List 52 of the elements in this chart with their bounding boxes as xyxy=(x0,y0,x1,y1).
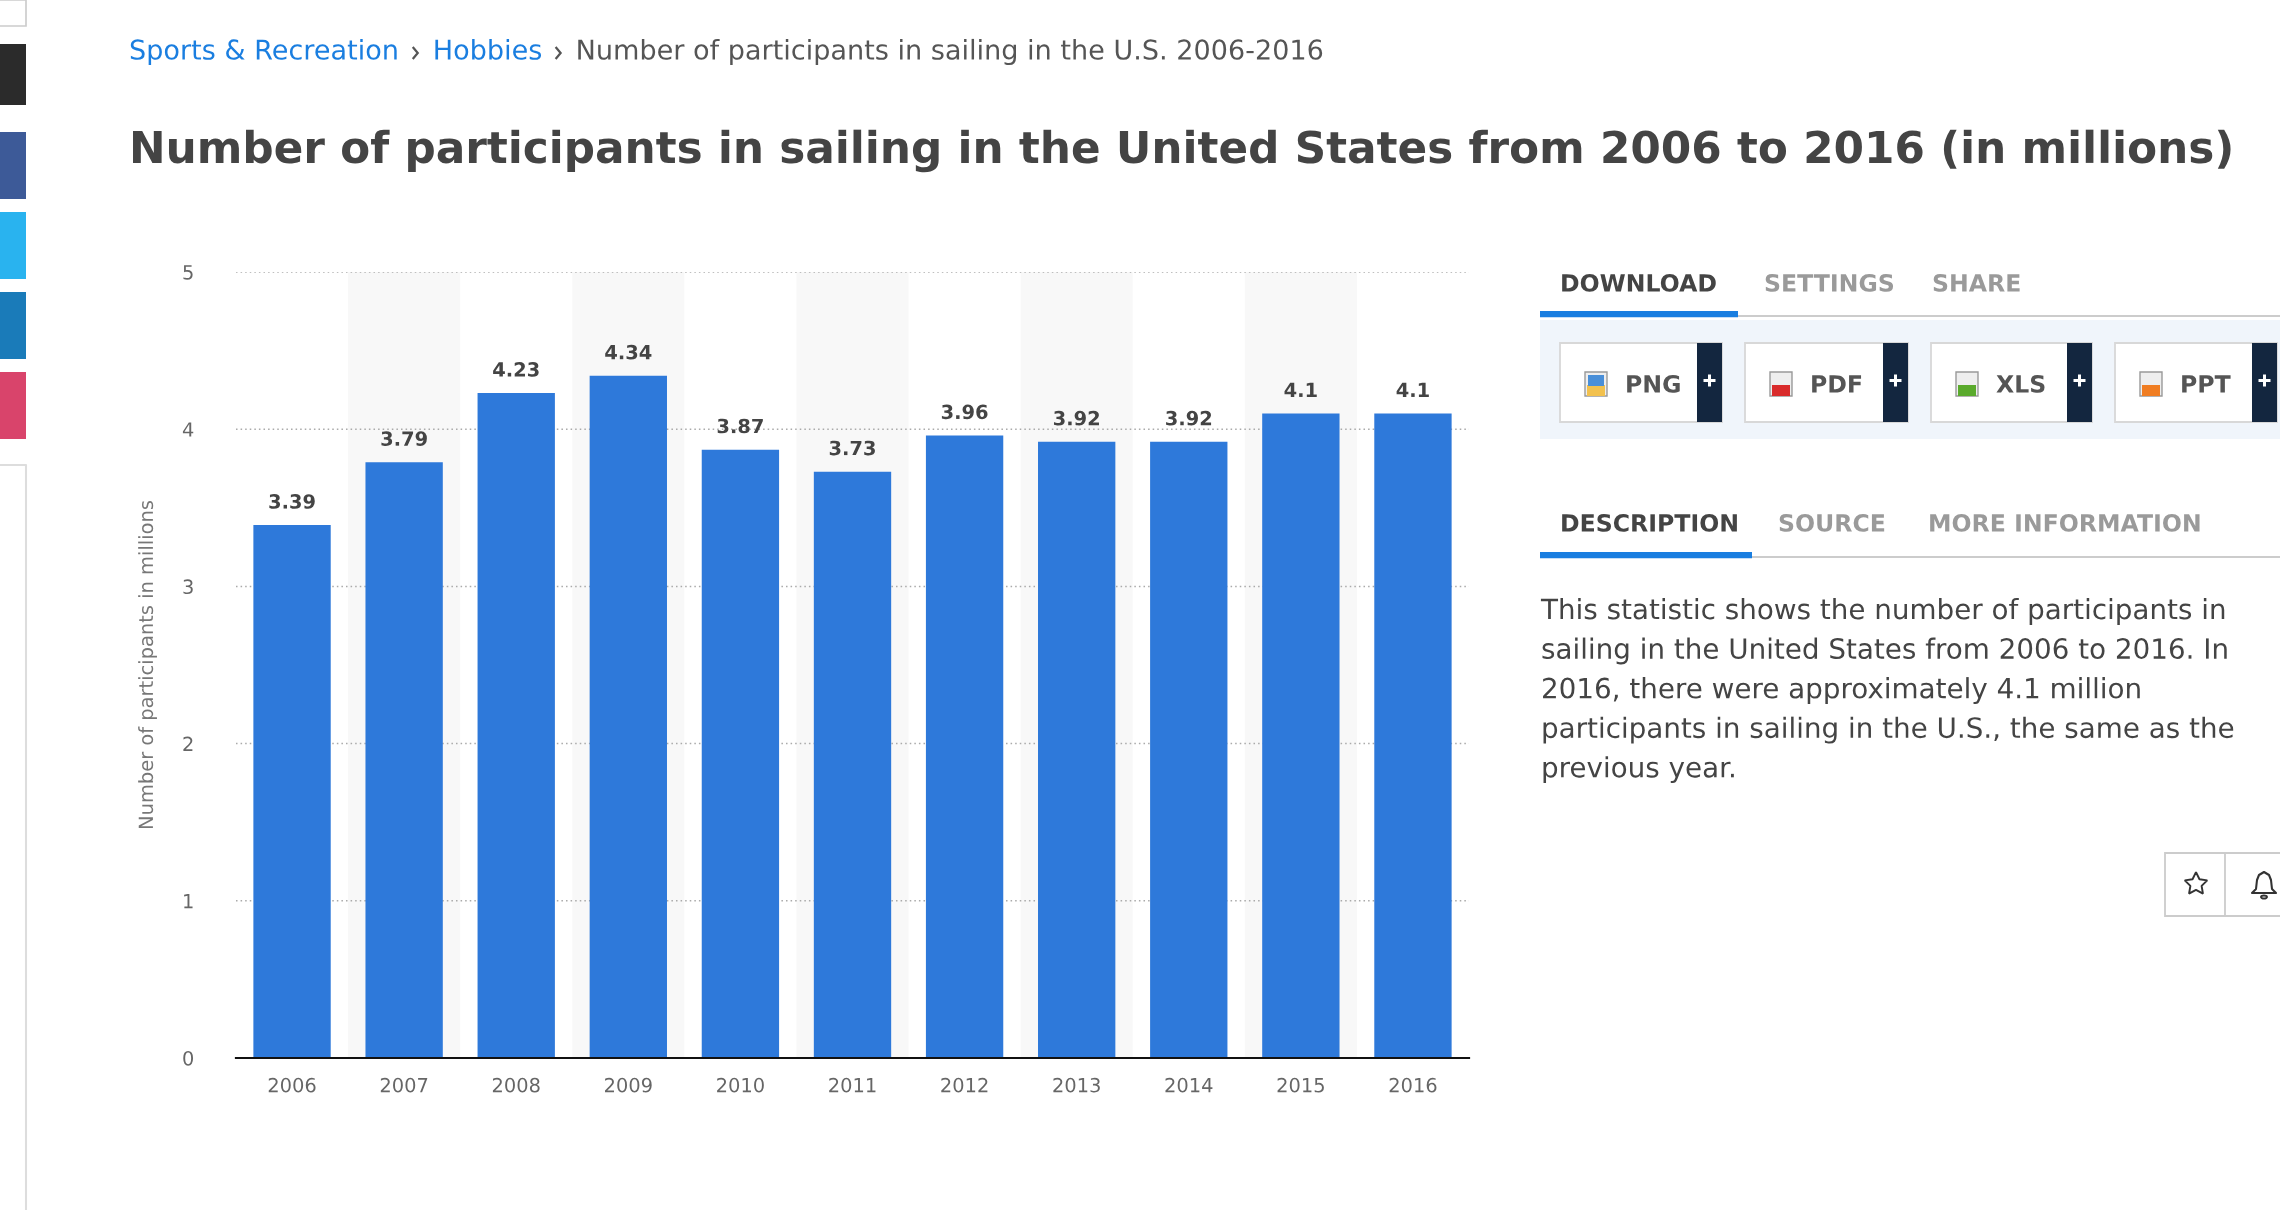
text: Hobbies xyxy=(435,38,542,60)
text: This statistic shows the number of participants in sailing in the United States from 2006 to 2016. In 2016, there were approximately 4.1 million participants in sailing in the U.S., the same as the previous year. xyxy=(1540,598,2234,784)
text: PDF xyxy=(1812,375,1862,393)
data-label: 3.92 xyxy=(1166,410,1212,426)
bar xyxy=(1150,441,1228,1058)
text: SETTINGS xyxy=(1765,273,1894,292)
x-tick-label: 2015 xyxy=(1277,1077,1324,1093)
x-tick-label: 2010 xyxy=(717,1077,764,1093)
text: SOURCE xyxy=(1779,513,1885,532)
bar xyxy=(701,449,780,1058)
y-axis-title: Number of participants in millions xyxy=(138,500,157,829)
text: Number of participants in sailing in the U.S. 2006-2016 xyxy=(578,38,1323,66)
text: DESCRIPTION xyxy=(1562,513,1737,532)
text: PPT xyxy=(2182,375,2231,393)
x-tick-label: 2014 xyxy=(1165,1077,1213,1093)
x-tick-label: 2013 xyxy=(1053,1077,1100,1093)
y-tick-label: 2 xyxy=(183,736,193,751)
data-label: 4.34 xyxy=(605,344,652,360)
data-label: 3.73 xyxy=(829,440,875,456)
data-label: 3.87 xyxy=(717,418,763,434)
text: XLS xyxy=(1996,374,2045,393)
bar xyxy=(925,435,1004,1058)
y-tick-label: 4 xyxy=(182,422,194,437)
bar xyxy=(253,525,331,1058)
x-tick-label: 2006 xyxy=(268,1077,316,1093)
x-tick-label: 2007 xyxy=(380,1077,428,1093)
text: DOWNLOAD xyxy=(1562,273,1716,292)
x-tick-label: 2011 xyxy=(829,1077,876,1093)
chart-title: Number of participants in sailing in the United States from 2006 to 2016 (in millions) xyxy=(133,129,2231,173)
text: Sports & Recreation xyxy=(130,38,397,66)
y-tick-label: 1 xyxy=(184,894,193,909)
y-tick-label: 0 xyxy=(183,1050,194,1066)
data-label: 4.1 xyxy=(1284,382,1317,397)
data-label: 4.23 xyxy=(493,362,539,377)
y-tick-label: 5 xyxy=(183,265,193,280)
text: PNG xyxy=(1627,374,1680,393)
x-tick-label: 2009 xyxy=(605,1077,652,1093)
bar xyxy=(1374,413,1452,1058)
data-label: 3.79 xyxy=(381,431,427,446)
y-tick-label: 3 xyxy=(183,579,193,595)
text: MORE INFORMATION xyxy=(1930,513,2200,532)
data-label: 3.92 xyxy=(1054,410,1099,426)
data-label: 4.1 xyxy=(1396,382,1429,397)
bar xyxy=(813,471,892,1058)
bar xyxy=(365,462,443,1058)
bar xyxy=(477,393,555,1058)
x-tick-label: 2016 xyxy=(1389,1077,1437,1093)
x-tick-label: 2012 xyxy=(941,1077,988,1093)
text: SHARE xyxy=(1933,273,2020,292)
data-label: 3.96 xyxy=(941,404,988,420)
x-tick-label: 2008 xyxy=(492,1077,540,1093)
data-label: 3.39 xyxy=(269,494,315,509)
